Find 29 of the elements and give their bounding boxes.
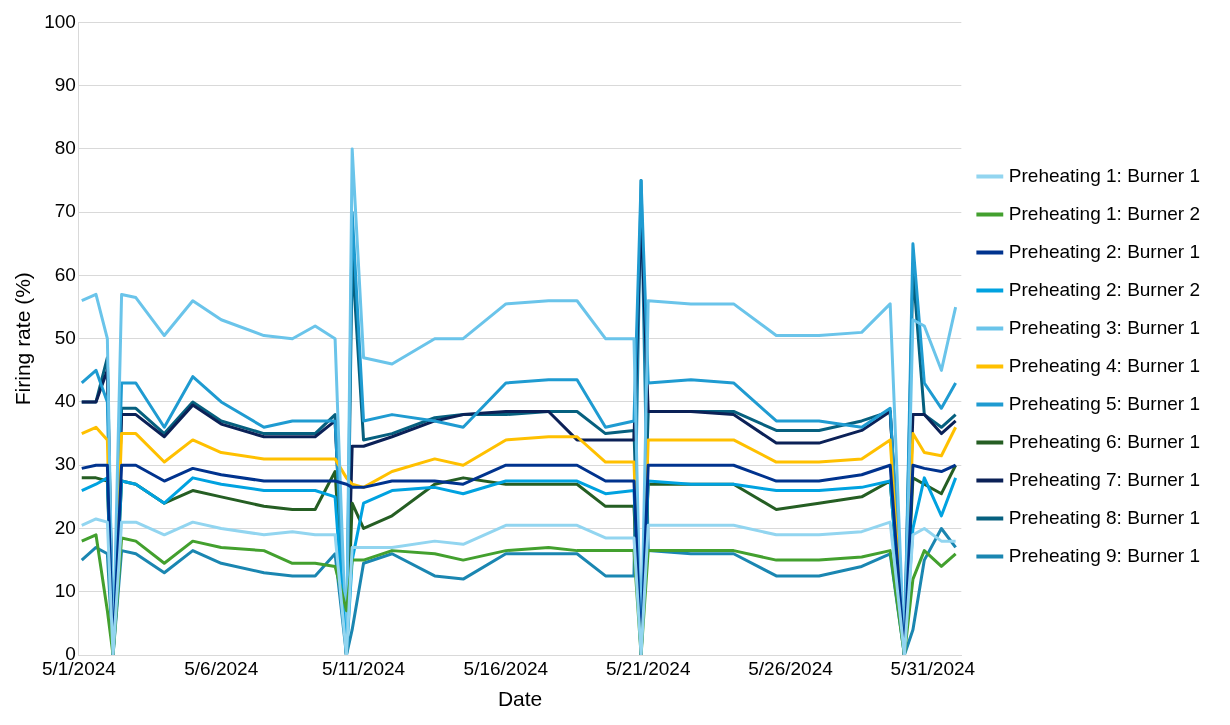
y-tick-label: 70 xyxy=(54,200,76,222)
legend-label: Preheating 5: Burner 1 xyxy=(1008,392,1201,414)
x-tick-label: 5/16/2024 xyxy=(463,657,549,679)
legend-label: Preheating 1: Burner 2 xyxy=(1008,202,1201,224)
x-tick-label: 5/6/2024 xyxy=(184,657,259,679)
y-tick-label: 20 xyxy=(54,516,76,538)
y-tick-label: 100 xyxy=(44,10,76,32)
y-tick-label: 30 xyxy=(54,453,76,475)
x-axis-title: Date xyxy=(497,687,543,711)
legend-label: Preheating 2: Burner 2 xyxy=(1008,278,1201,300)
legend-label: Preheating 4: Burner 1 xyxy=(1008,354,1201,376)
y-tick-label: 90 xyxy=(54,73,76,95)
y-tick-label: 60 xyxy=(54,263,76,285)
y-tick-label: 10 xyxy=(54,579,76,601)
x-tick-label: 5/21/2024 xyxy=(605,657,691,679)
y-axis-title: Firing rate (%) xyxy=(11,272,35,406)
legend-label: Preheating 9: Burner 1 xyxy=(1008,544,1201,566)
x-tick-label: 5/26/2024 xyxy=(748,657,834,679)
legend-label: Preheating 7: Burner 1 xyxy=(1008,468,1201,490)
y-tick-label: 80 xyxy=(54,137,76,159)
x-tick-label: 5/31/2024 xyxy=(890,657,976,679)
legend-label: Preheating 2: Burner 1 xyxy=(1008,240,1201,262)
legend-label: Preheating 8: Burner 1 xyxy=(1008,506,1201,528)
y-tick-label: 40 xyxy=(54,390,76,412)
x-tick-label: 5/11/2024 xyxy=(321,657,406,679)
legend-label: Preheating 3: Burner 1 xyxy=(1008,316,1201,338)
legend-label: Preheating 6: Burner 1 xyxy=(1008,430,1201,452)
y-tick-label: 50 xyxy=(54,326,76,348)
legend-label: Preheating 1: Burner 1 xyxy=(1008,164,1201,186)
